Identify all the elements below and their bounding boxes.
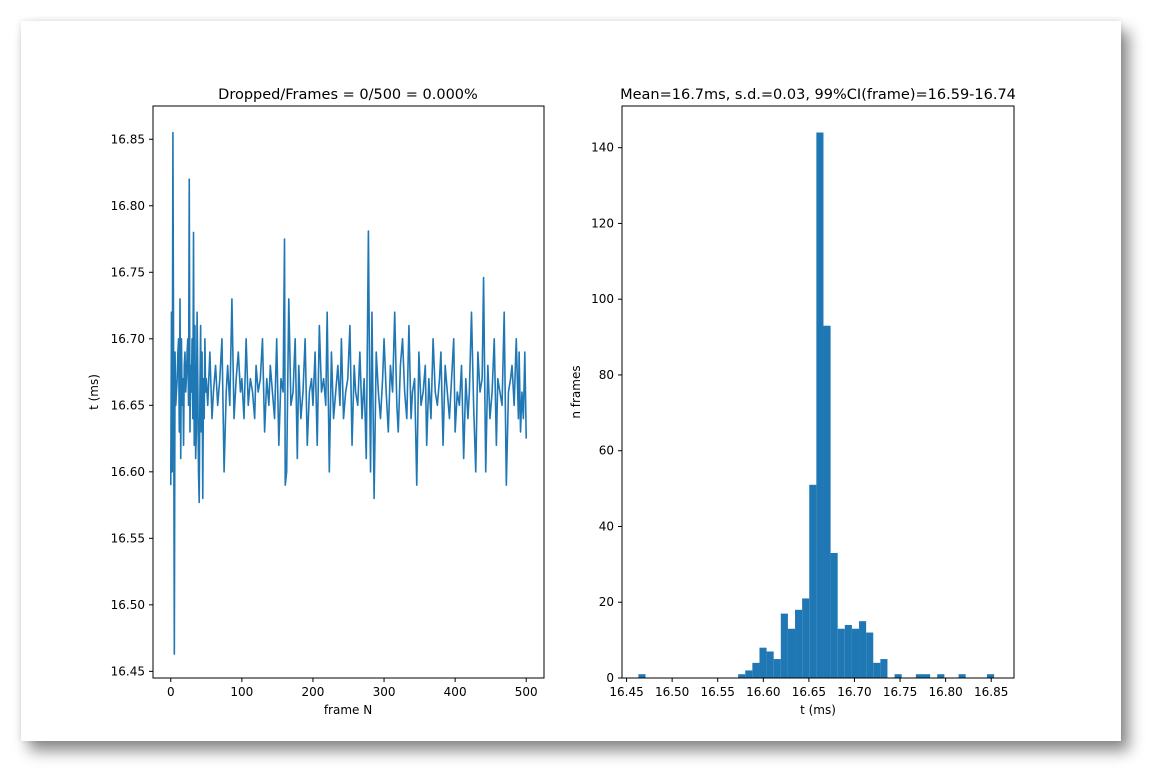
left-y-tick-label: 16.70 (111, 332, 145, 346)
histogram-bars (638, 132, 995, 679)
right-x-tick-label: 16.50 (655, 685, 689, 699)
histogram-bar (759, 647, 767, 678)
left-x-tick-label: 200 (302, 685, 325, 699)
left-y-tick-label: 16.60 (111, 465, 145, 479)
left-y-tick-label: 16.80 (111, 199, 145, 213)
left-x-axis-label: frame N (324, 703, 372, 717)
left-chart-title: Dropped/Frames = 0/500 = 0.000% (218, 87, 478, 103)
histogram-bar (923, 674, 931, 678)
frame-time-series-line (169, 131, 528, 655)
histogram-bar (851, 628, 860, 678)
histogram-bar (866, 632, 874, 678)
histogram-bar (780, 613, 788, 678)
left-line-panel: Dropped/Frames = 0/500 = 0.000% 0 100 200 3… (87, 87, 545, 717)
histogram-bar (859, 621, 867, 678)
left-axes-frame (152, 105, 545, 679)
left-y-tick-label: 16.85 (111, 132, 145, 146)
histogram-bar (844, 624, 852, 678)
right-x-tick-label: 16.45 (609, 685, 643, 699)
histogram-bar (937, 674, 945, 678)
right-x-tick-label: 16.75 (883, 685, 917, 699)
right-x-tick-label: 16.85 (974, 685, 1008, 699)
histogram-bar (795, 609, 803, 678)
right-y-tick-label: 40 (599, 519, 614, 533)
histogram-bar (802, 598, 810, 678)
right-x-tick-label: 16.60 (746, 685, 780, 699)
right-x-axis-label: t (ms) (800, 703, 836, 717)
histogram-bar (766, 651, 774, 678)
right-y-tick-label: 20 (599, 595, 614, 609)
histogram-bar (987, 674, 995, 678)
right-tick-group: 16.45 16.50 16.55 16.60 16.65 16.70 16.75 16.80… (591, 141, 1008, 699)
right-y-axis-label: n frames (569, 365, 583, 418)
left-x-tick-label: 100 (230, 685, 253, 699)
histogram-bar (752, 662, 760, 678)
histogram-bar (745, 670, 753, 678)
histogram-bar (816, 132, 824, 679)
left-y-tick-label: 16.65 (111, 398, 145, 412)
histogram-bar (787, 628, 796, 678)
right-x-tick-label: 16.70 (837, 685, 871, 699)
left-y-axis-label: t (ms) (87, 374, 101, 410)
right-y-tick-label: 140 (591, 141, 614, 155)
left-y-tick-label: 16.50 (111, 598, 145, 612)
right-x-tick-label: 16.55 (701, 685, 735, 699)
histogram-bar (880, 659, 888, 678)
right-histogram-panel: Mean=16.7ms, s.d.=0.03, 99%CI(frame)=16.… (569, 87, 1016, 717)
histogram-bar (915, 674, 924, 678)
histogram-bar (873, 662, 881, 678)
left-x-tick-label: 300 (373, 685, 396, 699)
histogram-bar (809, 484, 817, 678)
left-y-tick-label: 16.45 (111, 664, 145, 678)
right-axes-frame (621, 105, 1015, 679)
left-x-tick-label: 500 (515, 685, 538, 699)
right-y-tick-label: 100 (591, 292, 614, 306)
left-tick-group: 0 100 200 300 400 500 16.45 16.50 16.55 16.60 16.6… (111, 132, 538, 699)
right-x-tick-label: 16.80 (928, 685, 962, 699)
right-chart-title: Mean=16.7ms, s.d.=0.03, 99%CI(frame)=16.… (620, 87, 1016, 103)
right-y-tick-label: 0 (606, 671, 614, 685)
left-y-tick-label: 16.55 (111, 531, 145, 545)
right-y-tick-label: 60 (599, 444, 614, 458)
histogram-bar (830, 552, 838, 678)
histogram-bar (638, 674, 646, 678)
histogram-bar (958, 674, 966, 678)
left-x-tick-label: 400 (444, 685, 467, 699)
right-y-tick-label: 80 (599, 368, 614, 382)
histogram-bar (837, 628, 845, 678)
right-y-tick-label: 120 (591, 216, 614, 230)
left-y-tick-label: 16.75 (111, 265, 145, 279)
left-x-tick-label: 0 (167, 685, 175, 699)
right-x-tick-label: 16.65 (792, 685, 826, 699)
histogram-bar (773, 659, 781, 678)
histogram-bar (738, 674, 746, 678)
histogram-bar (823, 325, 831, 678)
histogram-bar (894, 674, 902, 678)
